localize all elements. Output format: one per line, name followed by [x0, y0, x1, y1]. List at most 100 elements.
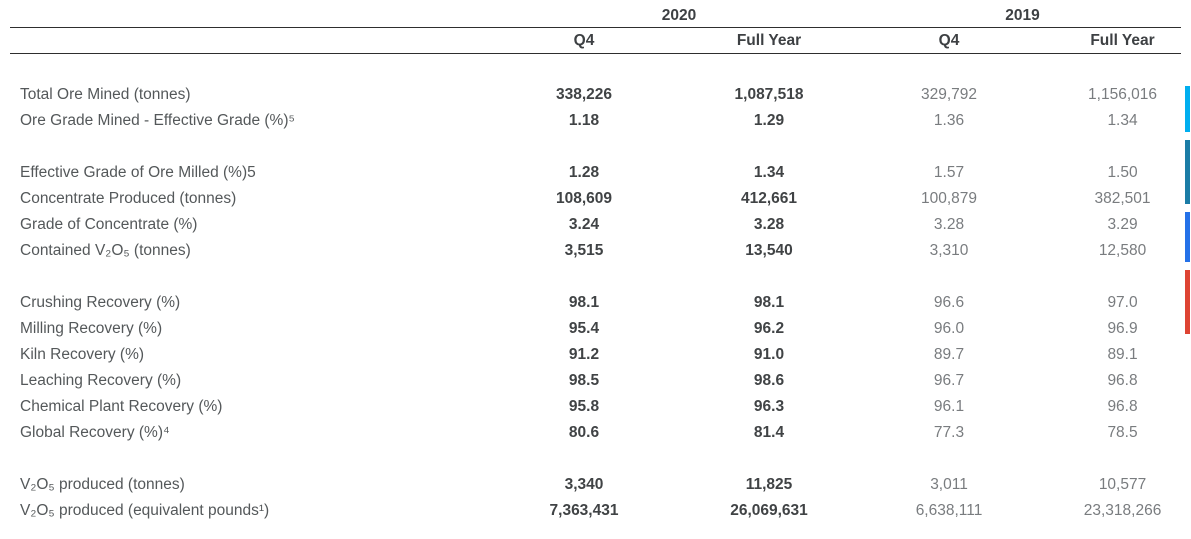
- cell-q4-2019: 100,879: [921, 190, 978, 207]
- cell-fullyear-2020: 1,087,518: [734, 86, 804, 103]
- row-label: Grade of Concentrate (%): [20, 216, 198, 233]
- row-label: V₂O₅ produced (tonnes): [20, 476, 185, 493]
- cell-fullyear-2019: 89.1: [1107, 346, 1138, 363]
- cell-q4-2020: 7,363,431: [549, 502, 619, 519]
- year-header-row: 2020 2019: [10, 4, 1182, 28]
- spacer-row: [10, 264, 1181, 290]
- cell-q4-2020: 3,340: [564, 476, 604, 493]
- section-marker-red: [1185, 270, 1190, 334]
- column-header-fullyear-2019: Full Year: [1034, 27, 1182, 54]
- cell-q4-2020: 80.6: [568, 424, 600, 441]
- row-label: Effective Grade of Ore Milled (%)5: [20, 164, 256, 181]
- row-label: Crushing Recovery (%): [20, 294, 181, 311]
- row-label: Global Recovery (%)⁴: [20, 424, 170, 441]
- table-row: Milling Recovery (%) 95.4 96.2 96.0 96.9: [10, 316, 1181, 342]
- cell-fullyear-2020: 1.29: [753, 112, 785, 129]
- table-body: Total Ore Mined (tonnes) 338,226 1,087,518…: [10, 54, 1181, 525]
- row-label: Kiln Recovery (%): [20, 346, 145, 363]
- cell-q4-2019: 6,638,111: [915, 502, 983, 519]
- table-row: Ore Grade Mined - Effective Grade (%)⁵ 1.…: [10, 108, 1181, 134]
- cell-fullyear-2020: 91.0: [753, 346, 785, 363]
- cell-fullyear-2019: 382,501: [1094, 190, 1151, 207]
- cell-q4-2020: 338,226: [555, 86, 613, 103]
- row-label: Ore Grade Mined - Effective Grade (%)⁵: [20, 112, 295, 129]
- spacer-row: [10, 134, 1181, 160]
- cell-q4-2019: 77.3: [933, 424, 965, 441]
- row-label: V₂O₅ produced (equivalent pounds¹): [20, 502, 270, 519]
- section-marker-blue: [1185, 212, 1190, 262]
- cell-q4-2020: 95.4: [568, 320, 600, 337]
- cell-q4-2019: 3.28: [933, 216, 965, 233]
- cell-fullyear-2020: 98.1: [753, 294, 785, 311]
- cell-q4-2019: 96.0: [933, 320, 965, 337]
- cell-fullyear-2019: 97.0: [1107, 294, 1138, 311]
- cell-fullyear-2020: 96.2: [753, 320, 785, 337]
- cell-fullyear-2019: 96.8: [1107, 372, 1138, 389]
- corner-cell: [10, 27, 494, 54]
- row-label: Milling Recovery (%): [20, 320, 163, 337]
- production-results-table: 2020 2019 Q4 Full Year Q4 Full Year Tota…: [10, 4, 1182, 525]
- cell-q4-2019: 96.1: [933, 398, 965, 415]
- cell-q4-2019: 89.7: [933, 346, 965, 363]
- cell-q4-2020: 98.5: [568, 372, 600, 389]
- corner-cell: [10, 4, 494, 28]
- cell-q4-2020: 3,515: [564, 242, 604, 259]
- cell-q4-2019: 3,011: [930, 476, 968, 493]
- cell-fullyear-2019: 12,580: [1098, 242, 1147, 259]
- spacer-row: [10, 446, 1181, 472]
- spacer-row: [10, 54, 1181, 83]
- cell-fullyear-2020: 96.3: [753, 398, 785, 415]
- table-row: Chemical Plant Recovery (%) 95.8 96.3 96.1 9…: [10, 394, 1181, 420]
- row-label: Chemical Plant Recovery (%): [20, 398, 223, 415]
- year-header-2019: 2019: [864, 4, 1182, 28]
- section-marker-cyan: [1185, 86, 1190, 132]
- table-row: Leaching Recovery (%) 98.5 98.6 96.7 96.8: [10, 368, 1181, 394]
- table-row: V₂O₅ produced (equivalent pounds¹) 7,363,…: [10, 498, 1181, 524]
- production-results-page: 2020 2019 Q4 Full Year Q4 Full Year Tota…: [0, 4, 1191, 539]
- cell-q4-2020: 91.2: [568, 346, 600, 363]
- section-marker-teal: [1185, 140, 1190, 204]
- cell-q4-2020: 98.1: [568, 294, 600, 311]
- cell-fullyear-2019: 1.34: [1107, 112, 1138, 129]
- table-row: Crushing Recovery (%) 98.1 98.1 96.6 97.0: [10, 290, 1181, 316]
- cell-fullyear-2020: 3.28: [753, 216, 785, 233]
- cell-fullyear-2020: 1.34: [753, 164, 785, 181]
- table-row: Contained V₂O₅ (tonnes) 3,515 13,540 3,310 1…: [10, 238, 1181, 264]
- table-row: Global Recovery (%)⁴ 80.6 81.4 77.3 78.5: [10, 420, 1181, 446]
- row-label: Total Ore Mined (tonnes): [20, 86, 191, 103]
- cell-fullyear-2019: 78.5: [1107, 424, 1138, 441]
- column-header-fullyear-2020: Full Year: [674, 27, 865, 54]
- cell-q4-2019: 3,310: [929, 242, 969, 259]
- table-row: Kiln Recovery (%) 91.2 91.0 89.7 89.1: [10, 342, 1181, 368]
- table-row: Grade of Concentrate (%) 3.24 3.28 3.28 3.29: [10, 212, 1181, 238]
- cell-fullyear-2020: 11,825: [745, 476, 793, 493]
- cell-q4-2020: 108,609: [555, 190, 613, 207]
- column-header-q4-2019: Q4: [864, 27, 1035, 54]
- cell-q4-2019: 1.36: [933, 112, 965, 129]
- cell-fullyear-2020: 98.6: [753, 372, 785, 389]
- column-header-row: Q4 Full Year Q4 Full Year: [10, 27, 1182, 54]
- table-row: Effective Grade of Ore Milled (%)5 1.28 1.…: [10, 160, 1181, 186]
- cell-q4-2020: 3.24: [568, 216, 600, 233]
- row-label: Concentrate Produced (tonnes): [20, 190, 237, 207]
- cell-q4-2020: 1.18: [568, 112, 600, 129]
- cell-fullyear-2020: 26,069,631: [730, 502, 808, 519]
- cell-fullyear-2020: 412,661: [740, 190, 798, 207]
- cell-fullyear-2019: 1.50: [1107, 164, 1138, 181]
- cell-fullyear-2019: 1,156,016: [1088, 86, 1157, 103]
- cell-q4-2020: 1.28: [568, 164, 600, 181]
- cell-fullyear-2019: 10,577: [1098, 476, 1147, 493]
- cell-q4-2019: 96.6: [933, 294, 965, 311]
- cell-fullyear-2019: 3.29: [1107, 216, 1138, 233]
- cell-fullyear-2020: 81.4: [753, 424, 785, 441]
- cell-q4-2020: 95.8: [568, 398, 600, 415]
- row-label: Leaching Recovery (%): [20, 372, 182, 389]
- column-header-q4-2020: Q4: [494, 27, 674, 54]
- table-row: V₂O₅ produced (tonnes) 3,340 11,825 3,011 10…: [10, 472, 1181, 498]
- year-header-2020: 2020: [494, 4, 865, 28]
- cell-q4-2019: 329,792: [921, 86, 978, 103]
- cell-fullyear-2019: 23,318,266: [1083, 502, 1162, 519]
- cell-fullyear-2019: 96.9: [1107, 320, 1138, 337]
- row-label: Contained V₂O₅ (tonnes): [20, 242, 191, 259]
- cell-fullyear-2019: 96.8: [1107, 398, 1138, 415]
